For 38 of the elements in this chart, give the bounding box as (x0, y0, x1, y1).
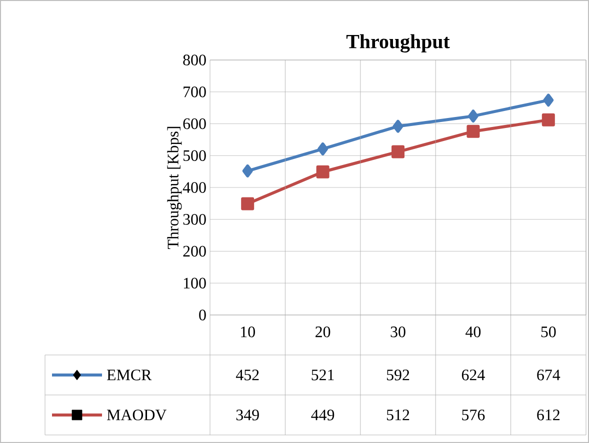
data-label: 512 (386, 410, 410, 420)
x-tick-label: 40 (466, 326, 481, 338)
point (468, 110, 478, 123)
x-tick-label: 50 (541, 326, 556, 338)
data-label: 576 (462, 410, 485, 420)
y-tick-label: 100 (184, 278, 206, 288)
data-label: 674 (537, 370, 560, 380)
x-tick-label: 10 (241, 326, 255, 338)
data-label: 592 (386, 370, 410, 380)
data-label: 452 (236, 370, 259, 380)
point (316, 165, 330, 178)
y-tick-label: 500 (184, 150, 206, 161)
y-tick-label: 400 (182, 182, 206, 193)
data-label: 449 (311, 410, 334, 420)
data-label: 612 (537, 410, 560, 420)
y-tick-label: 700 (184, 86, 206, 98)
x-tick-label: 30 (390, 326, 406, 338)
point (392, 145, 405, 158)
y-tick-label: 300 (183, 214, 206, 225)
point (466, 124, 480, 138)
point (542, 113, 555, 126)
chart-title: Throughput (346, 34, 450, 52)
legend-label: MAODV (106, 410, 167, 420)
point (241, 197, 254, 210)
y-axis-title: Throughput [Kbps] (167, 126, 182, 249)
data-label: 624 (462, 370, 485, 380)
legend-label: EMCR (106, 370, 152, 380)
point (543, 94, 554, 107)
y-tick-label: 0 (199, 310, 206, 320)
y-tick-label: 600 (183, 118, 206, 130)
point (318, 142, 328, 156)
data-label: 521 (312, 370, 334, 380)
y-tick-label: 200 (183, 246, 206, 257)
y-tick-label: 800 (183, 54, 206, 66)
data-label: 349 (236, 410, 259, 420)
point (392, 120, 404, 133)
point (242, 164, 253, 178)
x-tick-label: 20 (316, 326, 330, 338)
